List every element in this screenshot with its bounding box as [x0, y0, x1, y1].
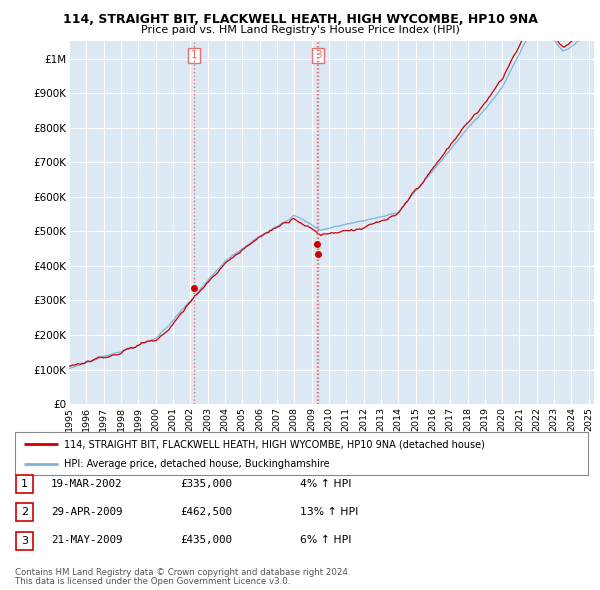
Text: Price paid vs. HM Land Registry's House Price Index (HPI): Price paid vs. HM Land Registry's House …: [140, 25, 460, 35]
Text: £435,000: £435,000: [180, 536, 232, 545]
Text: 13% ↑ HPI: 13% ↑ HPI: [300, 507, 358, 517]
Text: 2: 2: [21, 507, 28, 517]
Text: This data is licensed under the Open Government Licence v3.0.: This data is licensed under the Open Gov…: [15, 577, 290, 586]
Text: £335,000: £335,000: [180, 479, 232, 489]
Text: 19-MAR-2002: 19-MAR-2002: [51, 479, 122, 489]
Text: 114, STRAIGHT BIT, FLACKWELL HEATH, HIGH WYCOMBE, HP10 9NA: 114, STRAIGHT BIT, FLACKWELL HEATH, HIGH…: [62, 13, 538, 26]
Text: 4% ↑ HPI: 4% ↑ HPI: [300, 479, 352, 489]
Text: 1: 1: [191, 50, 197, 60]
Text: 3: 3: [315, 50, 322, 60]
Text: 114, STRAIGHT BIT, FLACKWELL HEATH, HIGH WYCOMBE, HP10 9NA (detached house): 114, STRAIGHT BIT, FLACKWELL HEATH, HIGH…: [64, 440, 485, 450]
Text: HPI: Average price, detached house, Buckinghamshire: HPI: Average price, detached house, Buck…: [64, 460, 329, 469]
Text: 3: 3: [21, 536, 28, 546]
Text: 29-APR-2009: 29-APR-2009: [51, 507, 122, 517]
Text: 1: 1: [21, 479, 28, 489]
Text: 21-MAY-2009: 21-MAY-2009: [51, 536, 122, 545]
Text: Contains HM Land Registry data © Crown copyright and database right 2024.: Contains HM Land Registry data © Crown c…: [15, 568, 350, 577]
Text: £462,500: £462,500: [180, 507, 232, 517]
Text: 6% ↑ HPI: 6% ↑ HPI: [300, 536, 352, 545]
